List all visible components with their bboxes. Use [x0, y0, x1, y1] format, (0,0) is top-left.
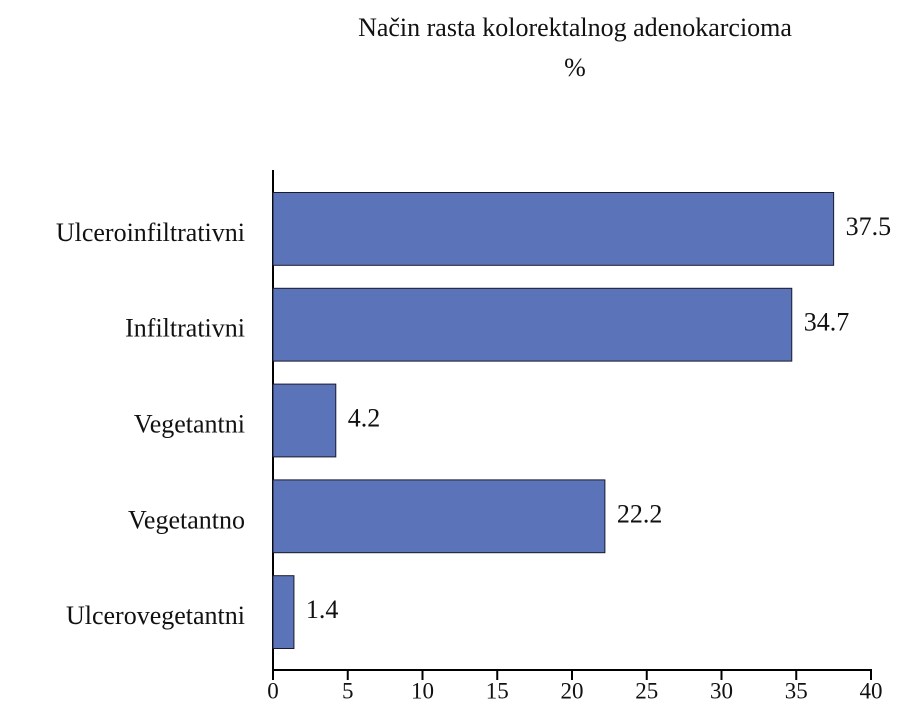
bar [272, 479, 606, 554]
bar [272, 287, 793, 362]
x-tick-label: 20 [561, 678, 584, 702]
value-label: 22.2 [617, 499, 663, 528]
x-tick-label: 25 [635, 678, 658, 702]
y-tick-label: Infiltrativni [125, 314, 245, 343]
chart-title: Način rasta kolorektalnog adenokarcioma [358, 13, 792, 42]
value-label: 1.4 [306, 595, 339, 624]
bar [272, 383, 337, 458]
x-tick-label: 0 [267, 678, 279, 702]
value-label: 4.2 [348, 403, 381, 432]
chart-subtitle: % [564, 53, 586, 82]
y-tick-label: Vegetantni [134, 409, 245, 438]
value-label: 34.7 [804, 308, 850, 337]
y-tick-label: Ulcerovegetantni [66, 601, 245, 630]
value-label: 37.5 [846, 212, 892, 241]
x-tick-label: 40 [860, 678, 883, 702]
x-tick-label: 10 [411, 678, 434, 702]
bar [272, 191, 835, 266]
x-tick-label: 30 [710, 678, 733, 702]
x-tick-label: 35 [785, 678, 808, 702]
bar [272, 575, 295, 650]
x-tick-label: 15 [486, 678, 509, 702]
y-tick-label: Vegetantno [128, 505, 245, 534]
y-tick-label: Ulceroinfiltrativni [56, 218, 245, 247]
x-tick-label: 5 [342, 678, 354, 702]
